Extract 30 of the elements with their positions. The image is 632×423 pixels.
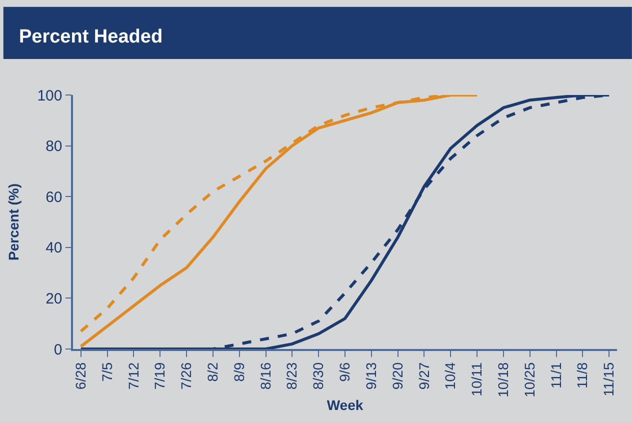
x-tick-label: 8/2 [204, 362, 221, 382]
y-tick-label: 60 [46, 188, 62, 206]
x-tick-label: 11/15 [600, 362, 617, 396]
x-axis-title: Week [326, 397, 364, 414]
x-tick-label: 7/19 [152, 362, 168, 390]
x-tick-label: 10/25 [521, 362, 538, 398]
x-tick-label: 7/5 [98, 362, 115, 382]
y-tick-label: 0 [54, 341, 62, 358]
x-tick-label: 10/11 [468, 362, 485, 396]
y-axis-title: Percent (%) [5, 183, 22, 261]
x-tick-label: 9/27 [416, 362, 432, 390]
x-tick-label: 11/1 [548, 362, 564, 389]
chart-title: Percent Headed [18, 26, 163, 48]
x-tick-label: 8/30 [310, 362, 326, 390]
x-tick-label: 8/23 [284, 362, 300, 390]
x-tick-label: 10/18 [495, 362, 511, 398]
x-tick-label: 7/26 [178, 362, 194, 390]
x-tick-label: 9/13 [362, 362, 379, 390]
x-tick-label: 10/4 [442, 362, 458, 390]
x-tick-label: 7/12 [125, 362, 142, 390]
y-tick-label: 80 [46, 138, 62, 156]
y-tick-label: 40 [46, 240, 62, 257]
x-tick-label: 8/16 [257, 362, 274, 390]
x-tick-label: 9/6 [336, 362, 353, 382]
x-tick-label: 8/9 [230, 362, 247, 382]
x-tick-label: 11/8 [574, 362, 590, 389]
y-tick-label: 100 [37, 87, 62, 104]
x-tick-label: 6/28 [72, 362, 88, 390]
y-tick-label: 20 [46, 290, 62, 308]
x-tick-label: 9/20 [389, 362, 406, 390]
